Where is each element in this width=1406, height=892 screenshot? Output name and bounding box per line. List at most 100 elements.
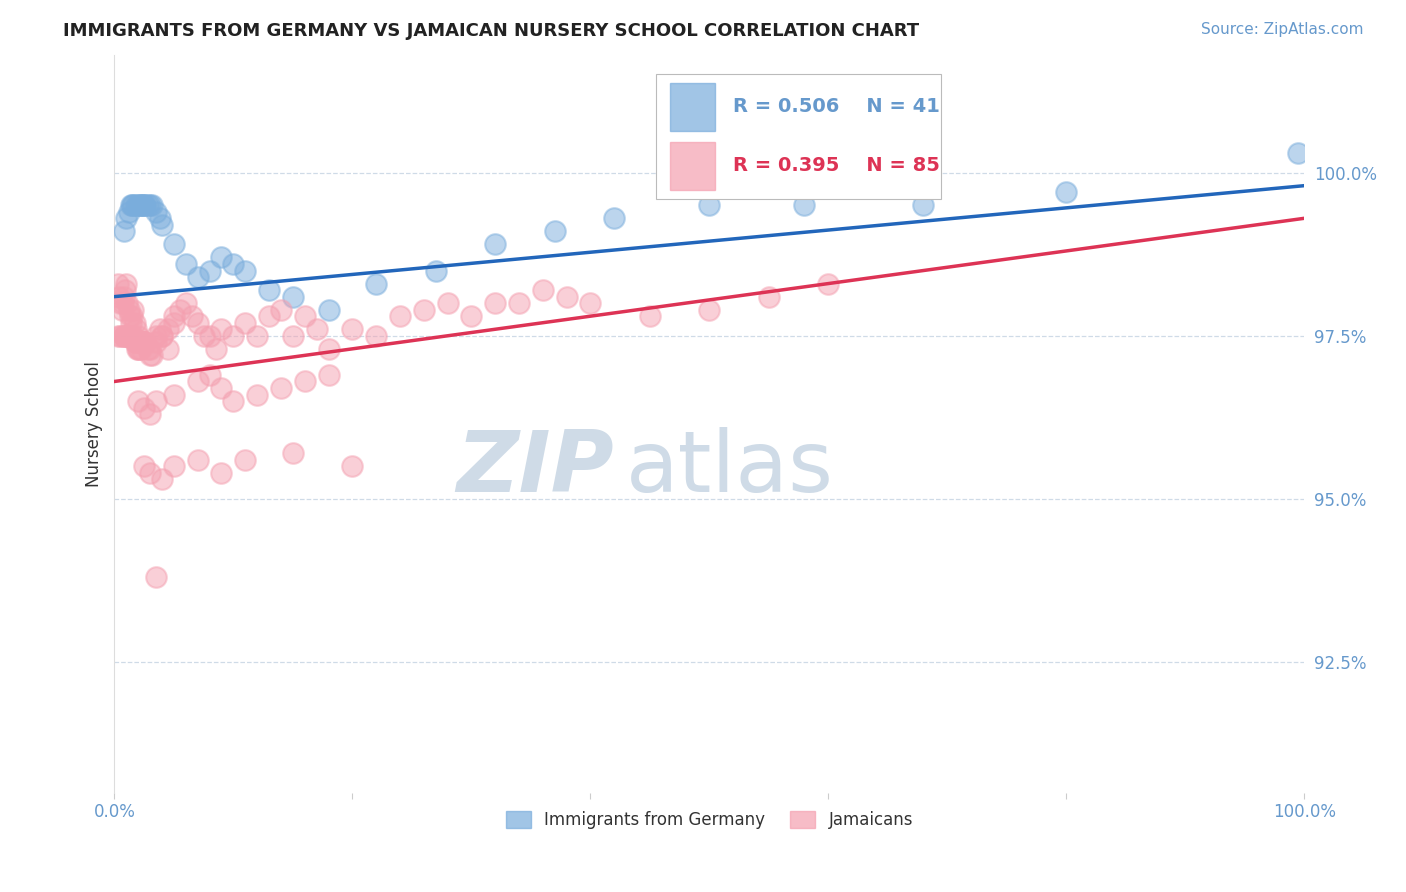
Point: [125, 322, 148, 336]
Point: [115, 277, 138, 291]
Point: [257, 283, 280, 297]
Point: [145, 328, 167, 343]
Point: [174, 257, 197, 271]
Point: [110, 302, 132, 317]
Point: [112, 290, 135, 304]
Point: [257, 309, 280, 323]
Point: [134, 198, 156, 212]
Bar: [671, 142, 716, 190]
Point: [204, 342, 226, 356]
Point: [115, 328, 138, 343]
Point: [281, 446, 304, 460]
Point: [163, 237, 186, 252]
Point: [579, 296, 602, 310]
Legend: Immigrants from Germany, Jamaicans: Immigrants from Germany, Jamaicans: [499, 805, 920, 836]
Point: [149, 211, 172, 226]
Point: [129, 342, 152, 356]
Point: [136, 342, 159, 356]
Point: [163, 387, 186, 401]
Point: [270, 302, 292, 317]
Point: [118, 302, 141, 317]
Point: [120, 328, 142, 343]
Point: [222, 394, 245, 409]
Point: [281, 290, 304, 304]
Point: [460, 309, 482, 323]
Point: [117, 296, 139, 310]
Point: [484, 237, 506, 252]
Bar: [655, 73, 942, 199]
Point: [136, 198, 159, 212]
Point: [121, 198, 143, 212]
Point: [198, 328, 221, 343]
Point: [193, 328, 215, 343]
Point: [531, 283, 554, 297]
Point: [122, 302, 145, 317]
Point: [163, 316, 186, 330]
Point: [131, 198, 153, 212]
Point: [211, 381, 233, 395]
Point: [111, 296, 134, 310]
Point: [697, 302, 720, 317]
Point: [366, 277, 388, 291]
Point: [115, 211, 138, 226]
Text: IMMIGRANTS FROM GERMANY VS JAMAICAN NURSERY SCHOOL CORRELATION CHART: IMMIGRANTS FROM GERMANY VS JAMAICAN NURS…: [63, 22, 920, 40]
Point: [139, 198, 162, 212]
Point: [128, 342, 150, 356]
Point: [187, 375, 209, 389]
Point: [758, 290, 780, 304]
Point: [124, 316, 146, 330]
Point: [342, 459, 364, 474]
Point: [129, 335, 152, 350]
Point: [436, 296, 458, 310]
Point: [198, 368, 221, 382]
Y-axis label: Nursery School: Nursery School: [86, 361, 103, 487]
Point: [118, 328, 141, 343]
Point: [111, 328, 134, 343]
Point: [222, 328, 245, 343]
Point: [246, 387, 269, 401]
Point: [134, 335, 156, 350]
Point: [211, 466, 233, 480]
Point: [163, 459, 186, 474]
Point: [150, 328, 173, 343]
Point: [318, 368, 340, 382]
Point: [122, 328, 145, 343]
Point: [114, 328, 136, 343]
Point: [318, 342, 340, 356]
Point: [139, 342, 162, 356]
Point: [127, 198, 149, 212]
Point: [281, 328, 304, 343]
Point: [134, 198, 156, 212]
Point: [108, 290, 131, 304]
Point: [128, 198, 150, 212]
Point: [132, 198, 155, 212]
Point: [121, 328, 143, 343]
Point: [134, 459, 156, 474]
Text: Source: ZipAtlas.com: Source: ZipAtlas.com: [1201, 22, 1364, 37]
Point: [156, 342, 179, 356]
Point: [134, 335, 156, 350]
Point: [233, 316, 256, 330]
Point: [145, 394, 167, 409]
Point: [107, 328, 129, 343]
Point: [198, 263, 221, 277]
Point: [117, 328, 139, 343]
Point: [156, 322, 179, 336]
Point: [112, 328, 135, 343]
Text: R = 0.395    N = 85: R = 0.395 N = 85: [733, 156, 941, 175]
Point: [124, 335, 146, 350]
Point: [141, 198, 163, 212]
Text: atlas: atlas: [626, 426, 834, 509]
Point: [114, 283, 136, 297]
Bar: [671, 83, 716, 131]
Point: [412, 302, 434, 317]
Point: [187, 270, 209, 285]
Point: [150, 218, 173, 232]
Point: [817, 277, 839, 291]
Point: [122, 198, 145, 212]
Point: [125, 198, 148, 212]
Point: [270, 381, 292, 395]
Point: [132, 335, 155, 350]
Point: [187, 316, 209, 330]
Point: [305, 322, 328, 336]
